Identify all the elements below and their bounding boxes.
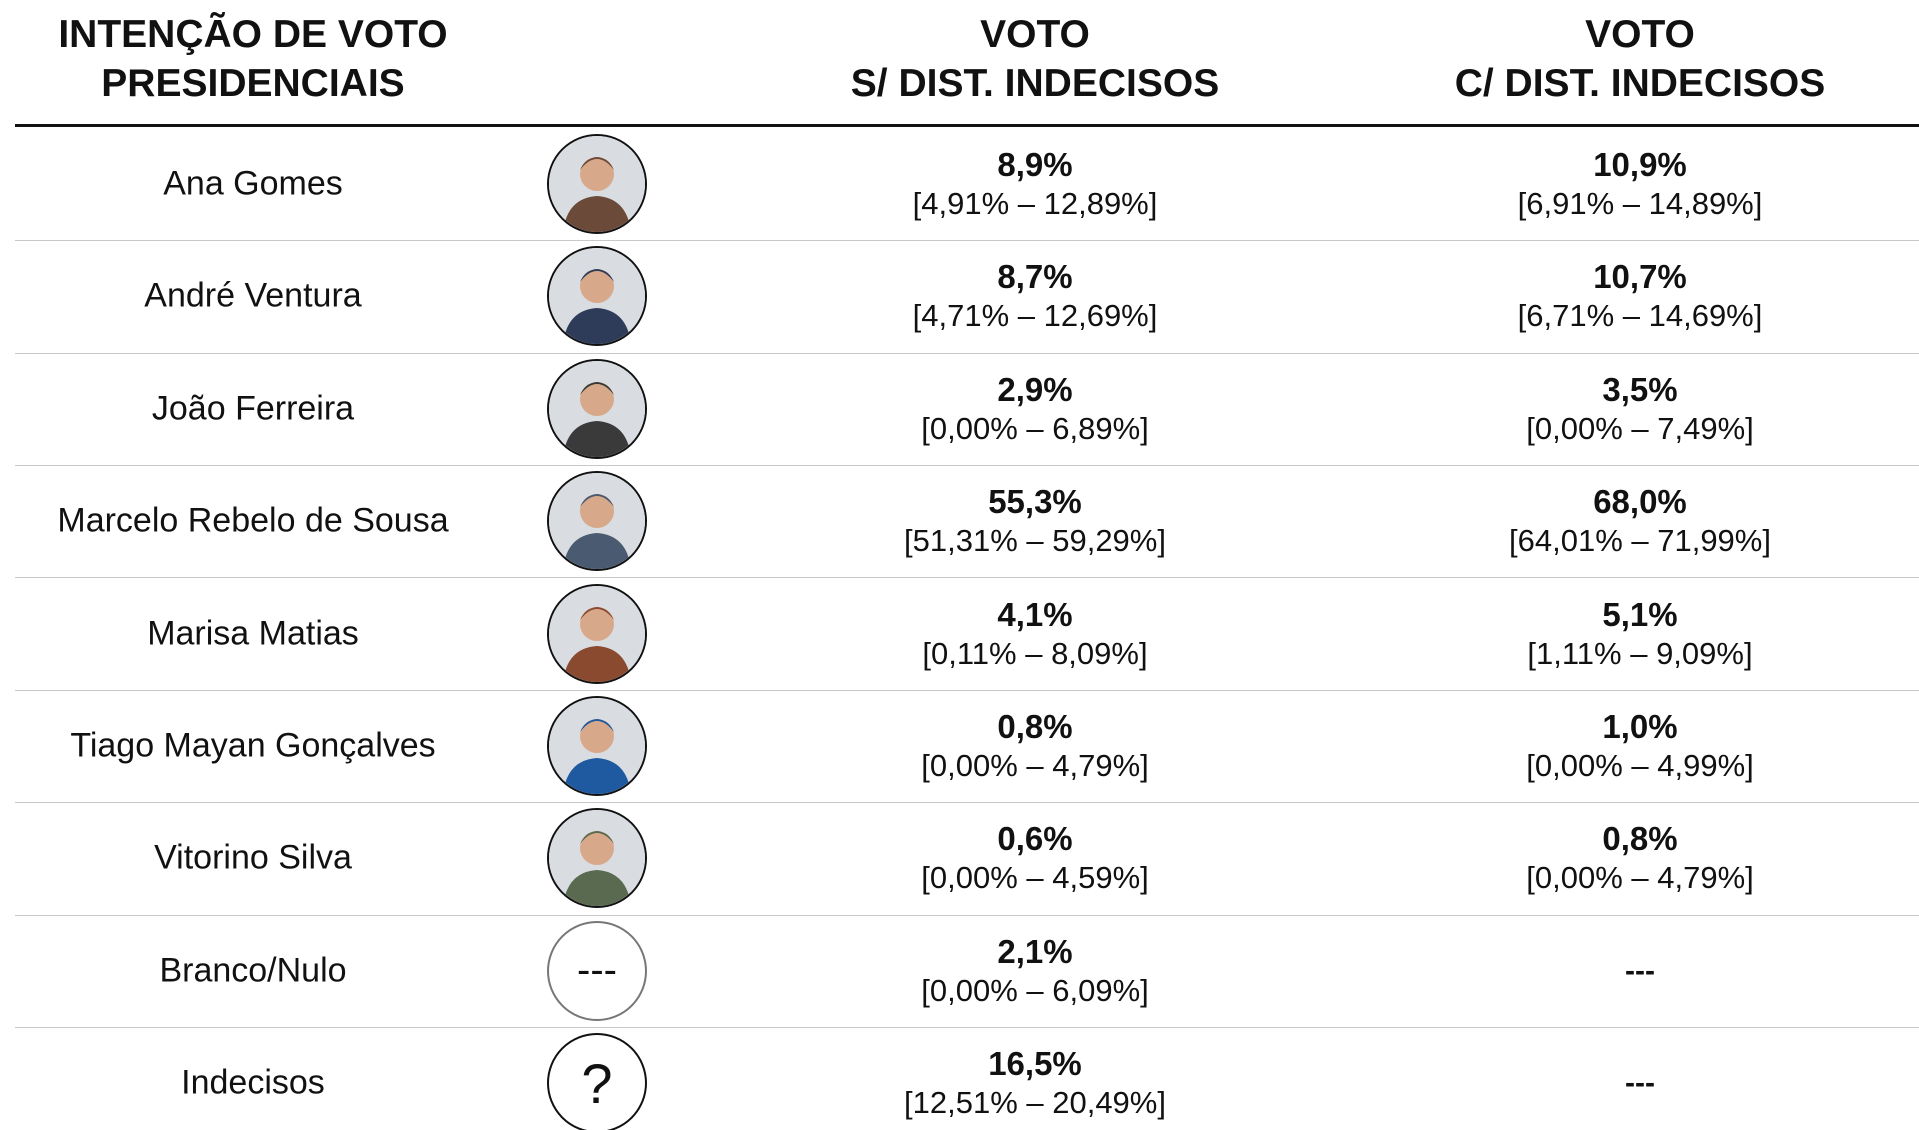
vote-share: 10,7% xyxy=(1593,258,1687,296)
vote-share: 0,8% xyxy=(1602,820,1678,858)
confidence-interval: [64,01% – 71,99%] xyxy=(1509,523,1771,559)
candidate-name: Indecisos xyxy=(181,1063,325,1102)
candidate-name: Marcelo Rebelo de Sousa xyxy=(57,501,449,540)
portrait xyxy=(549,248,645,345)
row-separator xyxy=(15,352,1919,354)
candidate-name: João Ferreira xyxy=(151,389,355,428)
confidence-interval: [0,00% – 4,99%] xyxy=(1526,748,1754,783)
candidate-photo xyxy=(547,583,647,684)
portrait xyxy=(549,698,645,794)
vote-share: 10,9% xyxy=(1593,146,1687,183)
row-separator xyxy=(15,1027,1919,1028)
row-separator xyxy=(15,802,1919,804)
result-cell: 0,8% [0,00% – 4,79%] xyxy=(785,707,1285,785)
vote-share: 8,7% xyxy=(997,258,1073,296)
vote-share: 5,1% xyxy=(1602,595,1678,633)
icon-text: ? xyxy=(581,1051,613,1115)
result-cell: 0,6% [0,00% – 4,59%] xyxy=(785,819,1285,897)
candidate-photo xyxy=(547,471,647,572)
header-rule xyxy=(15,124,1919,127)
row-separator xyxy=(15,240,1919,242)
vote-share: 0,6% xyxy=(997,820,1073,858)
row-separator xyxy=(15,689,1919,691)
vote-share: 55,3% xyxy=(988,483,1082,521)
result-cell: 68,0% [64,01% – 71,99%] xyxy=(1390,482,1890,560)
portrait xyxy=(549,585,645,682)
result-cell: 5,1% [1,11% – 9,09%] xyxy=(1390,595,1890,673)
vote-share: 16,5% xyxy=(988,1045,1082,1083)
row-separator xyxy=(15,577,1919,579)
candidate-photo xyxy=(547,358,647,459)
confidence-interval: [0,00% – 4,59%] xyxy=(921,860,1149,896)
result-cell: 4,1% [0,11% – 8,09%] xyxy=(785,595,1285,673)
confidence-interval: [0,11% – 8,09%] xyxy=(922,635,1148,671)
vote-share: 2,1% xyxy=(997,932,1073,970)
portrait xyxy=(549,136,645,232)
confidence-interval: [4,91% – 12,89%] xyxy=(912,186,1158,221)
vote-share: --- xyxy=(1625,954,1655,988)
result-cell: 0,8% [0,00% – 4,79%] xyxy=(1390,819,1890,897)
confidence-interval: [0,00% – 6,09%] xyxy=(921,972,1149,1008)
header-line: VOTO xyxy=(980,13,1090,56)
vote-share: 0,8% xyxy=(997,708,1073,745)
result-cell: 16,5% [12,51% – 20,49%] xyxy=(785,1044,1285,1122)
header-line: VOTO xyxy=(1585,13,1695,56)
result-cell: 3,5% [0,00% – 7,49%] xyxy=(1390,370,1890,448)
result-cell: --- xyxy=(1390,951,1890,990)
header-line: S/ DIST. INDECISOS xyxy=(850,62,1220,105)
vote-share: 4,1% xyxy=(997,595,1073,633)
icon-circle: --- xyxy=(547,920,647,1021)
row-separator xyxy=(15,465,1919,466)
confidence-interval: [0,00% – 4,79%] xyxy=(921,748,1149,783)
confidence-interval: [1,11% – 9,09%] xyxy=(1527,635,1753,671)
result-cell: 8,7% [4,71% – 12,69%] xyxy=(785,257,1285,335)
candidate-photo xyxy=(547,246,647,347)
result-cell: 1,0% [0,00% – 4,99%] xyxy=(1390,707,1890,785)
column-header: INTENÇÃO DE VOTO PRESIDENCIAIS xyxy=(0,10,553,108)
candidate-photo xyxy=(547,134,647,234)
confidence-interval: [6,71% – 14,69%] xyxy=(1517,298,1763,334)
candidate-name: Vitorino Silva xyxy=(154,838,352,877)
vote-share: --- xyxy=(1625,1066,1655,1100)
vote-share: 68,0% xyxy=(1593,483,1687,521)
vote-share: 3,5% xyxy=(1602,370,1678,408)
candidate-name: Marisa Matias xyxy=(147,614,359,653)
result-cell: 10,7% [6,71% – 14,69%] xyxy=(1390,257,1890,335)
confidence-interval: [6,91% – 14,89%] xyxy=(1517,186,1763,221)
vote-share: 8,9% xyxy=(997,146,1073,183)
vote-share: 2,9% xyxy=(997,370,1073,408)
result-cell: 10,9% [6,91% – 14,89%] xyxy=(1390,145,1890,223)
column-header: VOTO C/ DIST. INDECISOS xyxy=(1340,10,1919,108)
column-header: VOTO S/ DIST. INDECISOS xyxy=(735,10,1335,108)
confidence-interval: [51,31% – 59,29%] xyxy=(904,523,1166,559)
icon-circle: ? xyxy=(547,1033,647,1130)
vote-share: 1,0% xyxy=(1602,708,1678,745)
result-cell: 2,9% [0,00% – 6,89%] xyxy=(785,370,1285,448)
header-line: PRESIDENCIAIS xyxy=(101,62,405,105)
row-separator xyxy=(15,914,1919,916)
candidate-name: Ana Gomes xyxy=(163,164,343,203)
portrait xyxy=(549,473,645,570)
portrait xyxy=(549,810,645,907)
header-line: C/ DIST. INDECISOS xyxy=(1454,62,1826,105)
candidate-name: Branco/Nulo xyxy=(159,951,347,990)
confidence-interval: [4,71% – 12,69%] xyxy=(912,298,1158,334)
confidence-interval: [0,00% – 7,49%] xyxy=(1526,410,1754,446)
confidence-interval: [0,00% – 6,89%] xyxy=(921,410,1149,446)
result-cell: --- xyxy=(1390,1064,1890,1103)
result-cell: 2,1% [0,00% – 6,09%] xyxy=(785,932,1285,1010)
portrait xyxy=(549,360,645,457)
icon-text: --- xyxy=(577,948,617,993)
confidence-interval: [0,00% – 4,79%] xyxy=(1526,860,1754,896)
confidence-interval: [12,51% – 20,49%] xyxy=(904,1085,1166,1121)
header-line: INTENÇÃO DE VOTO xyxy=(58,13,448,56)
candidate-name: Tiago Mayan Gonçalves xyxy=(70,726,436,765)
candidate-photo xyxy=(547,696,647,796)
result-cell: 55,3% [51,31% – 59,29%] xyxy=(785,482,1285,560)
candidate-name: André Ventura xyxy=(144,276,362,315)
candidate-photo xyxy=(547,808,647,909)
result-cell: 8,9% [4,91% – 12,89%] xyxy=(785,145,1285,223)
